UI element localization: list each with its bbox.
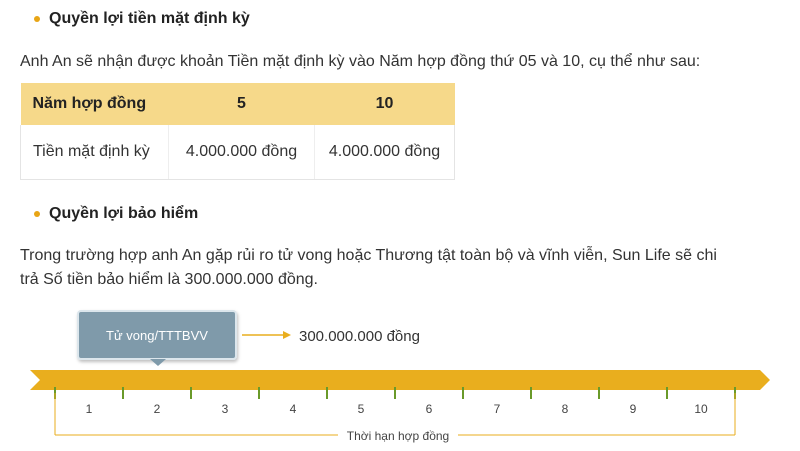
table-header-cell: 5	[168, 83, 315, 125]
table-row: Tiền mặt định kỳ 4.000.000 đồng 4.000.00…	[20, 125, 455, 180]
duration-bracket	[54, 393, 736, 436]
year-label: 10	[694, 402, 708, 416]
table-cell: Tiền mặt định kỳ	[20, 125, 169, 180]
year-label: 2	[154, 402, 161, 416]
section-heading-cash-benefit: Quyền lợi tiền mặt định kỳ	[34, 10, 250, 28]
event-callout: Tử vong/TTTBVV	[77, 310, 237, 366]
callout-pointer	[150, 359, 166, 366]
duration-label: Thời hạn hợp đồng	[347, 429, 449, 443]
section-heading-insurance-benefit: Quyền lợi bảo hiểm	[34, 205, 198, 223]
table-header-row: Năm hợp đồng 5 10	[20, 83, 455, 125]
event-label: Tử vong/TTTBVV	[106, 328, 208, 343]
payout-amount: 300.000.000 đồng	[299, 328, 420, 345]
payout-arrow-icon	[242, 331, 291, 339]
year-label: 1	[86, 402, 93, 416]
section-title: Quyền lợi tiền mặt định kỳ	[49, 10, 250, 27]
table-cell: 4.000.000 đồng	[168, 125, 315, 180]
insurance-benefit-text: Trong trường hợp anh An gặp rủi ro tử vo…	[20, 244, 717, 292]
cash-benefit-table: Năm hợp đồng 5 10 Tiền mặt định kỳ 4.000…	[20, 83, 455, 180]
year-label: 4	[290, 402, 297, 416]
paragraph-line: Trong trường hợp anh An gặp rủi ro tử vo…	[20, 247, 717, 264]
table-header-cell: 10	[314, 83, 455, 125]
year-labels: 1 2 3 4 5 6 7 8 9 10	[86, 402, 708, 416]
year-label: 8	[562, 402, 569, 416]
paragraph-line: trả Số tiền bảo hiểm là 300.000.000 đồng…	[20, 271, 318, 288]
section-title: Quyền lợi bảo hiểm	[49, 205, 199, 222]
year-label: 6	[426, 402, 433, 416]
year-label: 7	[494, 402, 501, 416]
benefit-timeline: Tử vong/TTTBVV 300.000.000 đồng 1 2 3 4 5 6 7 8…	[30, 310, 770, 443]
year-label: 3	[222, 402, 229, 416]
bullet-icon	[34, 211, 40, 217]
timeline-bar	[30, 370, 770, 390]
year-label: 5	[358, 402, 365, 416]
table-header-cell: Năm hợp đồng	[20, 83, 169, 125]
bullet-icon	[34, 16, 40, 22]
year-label: 9	[630, 402, 637, 416]
table-cell: 4.000.000 đồng	[314, 125, 455, 180]
cash-benefit-intro: Anh An sẽ nhận được khoản Tiền mặt định …	[20, 53, 701, 70]
